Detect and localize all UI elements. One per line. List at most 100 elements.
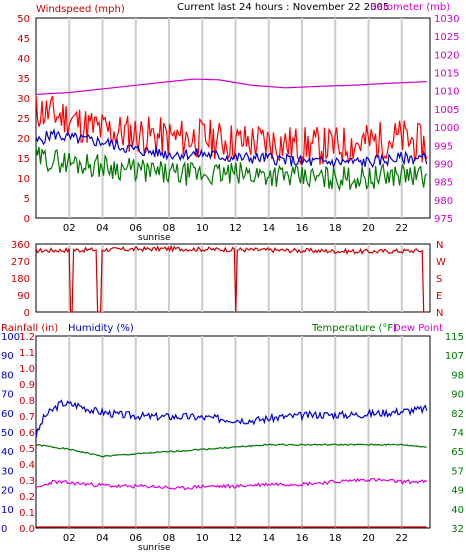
temperature-tick-labels: 32 40 49 57 65 74 82 90 98 107 115 bbox=[445, 332, 464, 535]
humidity-tick-label: 80 bbox=[1, 370, 14, 381]
barometer-tick-label: 1020 bbox=[434, 50, 459, 61]
barometer-tick-label: 1025 bbox=[434, 32, 459, 43]
temperature-tick-label: 90 bbox=[451, 390, 464, 401]
climate-hour-tick-label: 12 bbox=[229, 533, 242, 544]
direction-degree-label: 360 bbox=[11, 240, 30, 251]
climate-hour-tick-label: 04 bbox=[96, 533, 109, 544]
sunrise-label-top: sunrise bbox=[138, 233, 171, 243]
direction-degree-label: 90 bbox=[17, 291, 30, 302]
humidity-axis-label: Humidity (%) bbox=[68, 323, 134, 334]
direction-series-line bbox=[35, 244, 427, 313]
humidity-tick-label: 100 bbox=[1, 332, 20, 343]
temperature-tick-label: 40 bbox=[451, 505, 464, 516]
temperature-tick-label: 115 bbox=[445, 332, 464, 343]
barometer-tick-label: 990 bbox=[434, 159, 453, 170]
humidity-tick-label: 90 bbox=[1, 351, 14, 362]
direction-degree-label: 0 bbox=[24, 308, 30, 319]
climate-hour-tick-label: 18 bbox=[329, 533, 342, 544]
windspeed-tick-label: 40 bbox=[17, 54, 30, 65]
temperature-tick-label: 65 bbox=[451, 447, 464, 458]
wind-series-line bbox=[35, 127, 428, 169]
direction-compass-label: S bbox=[436, 274, 442, 285]
windspeed-tick-label: 0 bbox=[24, 214, 30, 225]
rainfall-tick-label: 0.5 bbox=[19, 444, 35, 455]
wind-series-line bbox=[35, 146, 428, 192]
climate-series bbox=[35, 399, 428, 528]
windspeed-tick-label: 15 bbox=[17, 154, 30, 165]
wind-series-line bbox=[35, 93, 428, 165]
barometer-tick-labels: 975 980 985 990 995 1000 1005 1010 1015 1020 1025 1… bbox=[434, 14, 459, 225]
direction-compass-label: N bbox=[436, 308, 443, 319]
barometer-tick-label: 1015 bbox=[434, 69, 459, 80]
climate-hour-tick-label: 08 bbox=[163, 533, 176, 544]
windspeed-tick-label: 5 bbox=[24, 194, 30, 205]
wind-hour-tick-label: 18 bbox=[329, 223, 342, 234]
windspeed-tick-label: 10 bbox=[17, 174, 30, 185]
barometer-tick-label: 985 bbox=[434, 178, 453, 189]
rainfall-tick-label: 0.4 bbox=[19, 460, 35, 471]
rainfall-tick-labels: 0.0 0.1 0.2 0.3 0.4 0.5 0.6 0.7 0.8 0.9 1.0 1.1 1.2 bbox=[19, 332, 35, 535]
barometer-tick-label: 1010 bbox=[434, 87, 459, 98]
climate-series-line bbox=[35, 443, 427, 458]
wind-hour-tick-label: 12 bbox=[229, 223, 242, 234]
climate-hour-tick-label: 20 bbox=[362, 533, 375, 544]
direction-plot-area bbox=[35, 243, 431, 313]
barometer-tick-label: 995 bbox=[434, 141, 453, 152]
humidity-tick-label: 0 bbox=[1, 524, 7, 535]
barometer-tick-label: 1030 bbox=[434, 14, 459, 25]
climate-hour-tick-label: 22 bbox=[395, 533, 408, 544]
climate-plot-area bbox=[35, 335, 431, 529]
wind-grid bbox=[68, 18, 403, 218]
direction-compass-label: N bbox=[436, 240, 443, 251]
rainfall-tick-label: 1.1 bbox=[19, 348, 35, 359]
humidity-tick-label: 20 bbox=[1, 486, 14, 497]
wind-hour-tick-label: 22 bbox=[395, 223, 408, 234]
climate-hour-tick-label: 02 bbox=[63, 533, 76, 544]
sunrise-label-bottom: sunrise bbox=[138, 543, 171, 553]
barometer-tick-label: 975 bbox=[434, 214, 453, 225]
climate-hour-tick-label: 16 bbox=[296, 533, 309, 544]
direction-compass-label: W bbox=[436, 257, 446, 268]
windspeed-tick-labels: 0 5 10 15 20 25 30 35 40 45 50 bbox=[17, 14, 30, 225]
climate-series-line bbox=[35, 399, 428, 439]
rainfall-tick-label: 0.3 bbox=[19, 476, 35, 487]
climate-series-line bbox=[35, 477, 428, 491]
barometer-tick-label: 980 bbox=[434, 196, 453, 207]
barometer-axis-label: Barometer (mb) bbox=[370, 2, 450, 13]
dewpoint-axis-label: Dew Point bbox=[393, 323, 443, 334]
windspeed-axis-label: Windspeed (mph) bbox=[36, 4, 125, 15]
temperature-tick-label: 107 bbox=[445, 351, 464, 362]
humidity-tick-label: 10 bbox=[1, 505, 14, 516]
wind-hour-tick-label: 04 bbox=[96, 223, 109, 234]
humidity-tick-label: 50 bbox=[1, 428, 14, 439]
rainfall-axis-label: Rainfall (in) bbox=[1, 323, 58, 334]
windspeed-tick-label: 20 bbox=[17, 134, 30, 145]
rainfall-tick-label: 0.7 bbox=[19, 412, 35, 423]
wind-hour-tick-label: 10 bbox=[196, 223, 209, 234]
rainfall-tick-label: 0.2 bbox=[19, 492, 35, 503]
windspeed-tick-label: 30 bbox=[17, 94, 30, 105]
rainfall-tick-label: 0.9 bbox=[19, 380, 35, 391]
direction-compass-label: E bbox=[436, 291, 442, 302]
rainfall-tick-label: 0.0 bbox=[19, 524, 35, 535]
rainfall-tick-label: 0.6 bbox=[19, 428, 35, 439]
humidity-tick-labels: 0 10 20 30 40 50 60 70 80 90 100 bbox=[1, 332, 20, 535]
windspeed-tick-label: 50 bbox=[17, 14, 30, 25]
direction-degree-label: 180 bbox=[11, 274, 30, 285]
wind-hour-tick-label: 06 bbox=[129, 223, 142, 234]
climate-grid bbox=[68, 336, 403, 528]
barometer-tick-label: 1005 bbox=[434, 105, 459, 116]
windspeed-tick-label: 45 bbox=[17, 34, 30, 45]
humidity-tick-label: 70 bbox=[1, 390, 14, 401]
direction-degree-label: 270 bbox=[11, 257, 30, 268]
wind-hour-tick-label: 20 bbox=[362, 223, 375, 234]
climate-hour-tick-label: 14 bbox=[262, 533, 275, 544]
temperature-tick-label: 98 bbox=[451, 370, 464, 381]
wind-series bbox=[35, 78, 428, 192]
wind-hour-tick-labels: 02 04 06 08 10 12 14 16 18 20 22 bbox=[63, 223, 408, 234]
humidity-tick-label: 60 bbox=[1, 409, 14, 420]
climate-hour-tick-label: 06 bbox=[129, 533, 142, 544]
